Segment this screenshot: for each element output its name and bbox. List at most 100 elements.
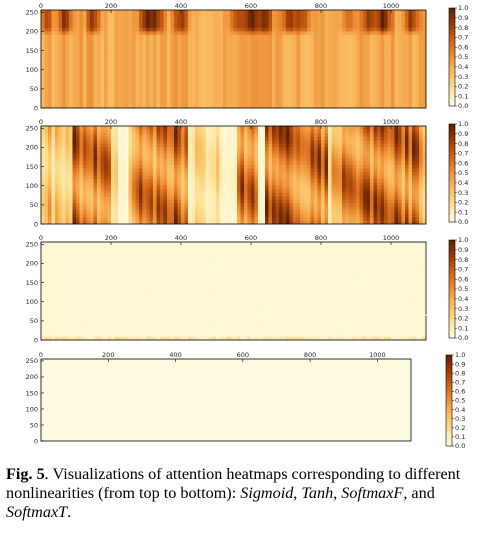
heatmap-cell [230,20,234,25]
heatmap-cell [254,189,259,193]
heatmap-cell [195,157,199,162]
heatmap-cell [338,27,343,32]
heatmap-cell [97,87,101,91]
heatmap-cell [170,140,175,144]
heatmap-cell [230,220,234,225]
heatmap-cell [160,168,164,172]
heatmap-cell [149,199,154,204]
heatmap-cell [97,90,101,95]
heatmap-cell [69,171,73,176]
heatmap-cell [72,13,77,18]
heatmap-cell [51,157,56,162]
heatmap-cell [247,126,252,130]
heatmap-cell [202,31,206,35]
heatmap-cell [216,20,220,25]
heatmap-cell [86,154,91,158]
heatmap-cell [258,206,262,211]
heatmap-cell [114,126,119,130]
heatmap-cell [240,90,245,95]
heatmap-cell [142,147,147,151]
heatmap-cell [100,101,105,105]
heatmap-cell [321,38,325,42]
heatmap-cell [184,59,189,63]
heatmap-cell [48,90,52,95]
heatmap-cell [44,101,49,105]
heatmap-cell [146,52,150,56]
heatmap-cell [279,80,283,84]
heatmap-cell [125,147,129,151]
heatmap-cell [370,27,374,32]
heatmap-cell [289,90,294,95]
heatmap-cell [135,24,140,28]
heatmap-cell [219,220,224,225]
heatmap-cell [125,69,129,74]
heatmap-cell [149,203,154,207]
heatmap-cell [86,83,91,88]
heatmap-cell [72,80,77,84]
heatmap-cell [90,129,94,134]
heatmap-cell [100,24,105,28]
heatmap-cell [251,210,255,214]
heatmap-cell [324,17,329,21]
heatmap-cell [342,90,346,95]
heatmap-cell [366,34,371,39]
heatmap-cell [405,20,409,25]
heatmap-cell [212,66,217,70]
heatmap-cell [303,17,308,21]
heatmap-cell [244,196,248,200]
heatmap-cell [181,45,185,49]
heatmap-cell [76,206,80,211]
heatmap-cell [202,210,206,214]
heatmap-cell [282,97,287,102]
heatmap-cell [307,31,311,35]
heatmap-cell [398,62,402,67]
heatmap-cell [419,76,423,81]
heatmap-cell [237,126,241,130]
heatmap-cell [79,182,84,186]
heatmap-cell [205,199,210,204]
heatmap-cell [422,52,427,56]
heatmap-cell [55,161,59,165]
heatmap-cell [268,13,273,18]
heatmap-cell [128,69,133,74]
heatmap-cell [352,20,357,25]
heatmap-cell [202,52,206,56]
heatmap-cell [394,97,399,102]
heatmap-cell [219,217,224,221]
heatmap-cell [163,59,168,63]
heatmap-cell [83,17,87,21]
heatmap-cell [258,178,262,183]
heatmap-cell [83,150,87,155]
heatmap-cell [205,59,210,63]
heatmap-cell [342,34,346,39]
heatmap-cell [153,126,157,130]
heatmap-cell [170,10,175,14]
heatmap-cell [93,133,98,137]
heatmap-cell [258,203,262,207]
heatmap-cell [212,83,217,88]
heatmap-cell [216,164,220,169]
heatmap-cell [76,13,80,18]
heatmap-cell [153,55,157,60]
heatmap-cell [132,175,136,179]
heatmap-cell [177,185,182,190]
heatmap-cell [394,41,399,46]
heatmap-cell [198,83,203,88]
heatmap-cell [41,154,45,158]
heatmap-cell [289,80,294,84]
heatmap-cell [76,97,80,102]
heatmap-cell [233,129,238,134]
heatmap-cell [363,41,367,46]
heatmap-cell [163,168,168,172]
heatmap-cell [100,143,105,148]
heatmap-cell [86,157,91,162]
heatmap-cell [258,136,262,141]
heatmap-cell [377,20,381,25]
heatmap-cell [191,52,196,56]
heatmap-cell [387,69,392,74]
heatmap-cell [90,189,94,193]
heatmap-cell [244,178,248,183]
heatmap-cell [149,34,154,39]
heatmap-cell [153,203,157,207]
heatmap-cell [65,94,70,98]
